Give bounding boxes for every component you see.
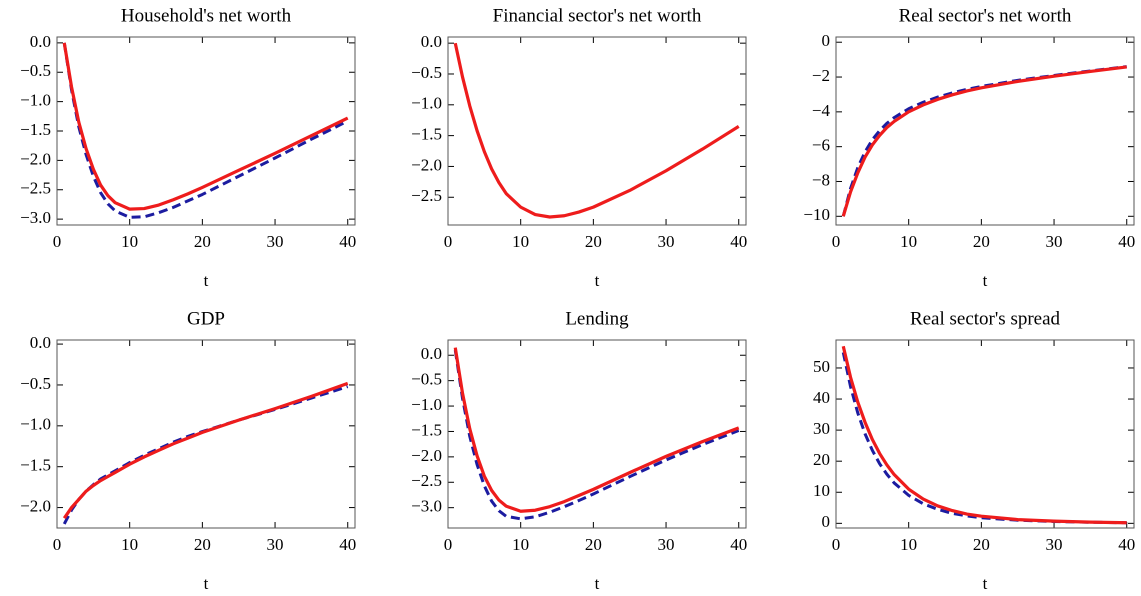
- chart-title: Real sector's spread: [910, 308, 1061, 329]
- series-line: [841, 65, 1127, 217]
- x-axis-label: t: [204, 271, 209, 290]
- x-tick-label: 10: [121, 535, 138, 554]
- x-tick-label: 30: [1046, 232, 1063, 251]
- x-tick-label: 20: [973, 232, 990, 251]
- x-tick-label: 30: [267, 232, 284, 251]
- y-tick-label: 40: [813, 388, 830, 407]
- y-tick-label: −3.0: [20, 208, 51, 227]
- y-tick-label: −1.5: [20, 456, 51, 475]
- series-line: [62, 381, 349, 520]
- y-tick-label: 0.0: [30, 333, 51, 352]
- x-tick-label: 40: [1118, 535, 1135, 554]
- y-tick-label: −2.0: [20, 149, 51, 168]
- x-tick-label: 40: [339, 232, 356, 251]
- y-tick-label: −1.5: [411, 420, 442, 439]
- y-tick-label: −4: [812, 101, 831, 120]
- plot-frame: [56, 36, 356, 226]
- x-tick-label: 30: [658, 232, 675, 251]
- y-tick-label: 0: [822, 31, 831, 50]
- y-tick-label: 0: [822, 512, 831, 531]
- y-tick-label: −1.5: [20, 120, 51, 139]
- y-tick-label: 20: [813, 450, 830, 469]
- x-tick-label: 30: [658, 535, 675, 554]
- series-line: [62, 42, 349, 219]
- y-tick-label: 0.0: [30, 32, 51, 51]
- y-tick-label: 10: [813, 481, 830, 500]
- x-tick-label: 40: [730, 232, 747, 251]
- x-tick-label: 0: [444, 232, 453, 251]
- chart-title: Financial sector's net worth: [493, 5, 702, 26]
- series-line: [62, 42, 349, 211]
- x-tick-label: 30: [1046, 535, 1063, 554]
- y-tick-label: −1.0: [20, 91, 51, 110]
- x-tick-label: 10: [512, 535, 529, 554]
- y-tick-label: 0.0: [421, 32, 442, 51]
- x-tick-label: 40: [339, 535, 356, 554]
- chart-title: Real sector's net worth: [899, 5, 1072, 26]
- y-tick-label: −2.5: [411, 471, 442, 490]
- y-tick-label: 30: [813, 419, 830, 438]
- y-tick-label: −1.5: [411, 125, 442, 144]
- x-axis-label: t: [595, 271, 600, 290]
- y-tick-label: −2.0: [411, 155, 442, 174]
- x-tick-label: 10: [900, 535, 917, 554]
- series-line: [453, 349, 740, 521]
- x-tick-label: 20: [585, 232, 602, 251]
- chart-title: GDP: [187, 308, 225, 329]
- y-tick-label: −0.5: [411, 63, 442, 82]
- x-tick-label: 0: [832, 232, 841, 251]
- x-tick-label: 0: [53, 232, 62, 251]
- y-tick-label: −0.5: [20, 374, 51, 393]
- y-tick-label: −2.0: [20, 496, 51, 515]
- series-line: [841, 345, 1127, 525]
- plot-frame: [835, 36, 1135, 226]
- x-tick-label: 20: [194, 232, 211, 251]
- chart-title: Lending: [565, 308, 629, 329]
- y-tick-label: −0.5: [411, 370, 442, 389]
- y-tick-label: −3.0: [411, 497, 442, 516]
- y-tick-label: −2.0: [411, 446, 442, 465]
- x-tick-label: 20: [973, 535, 990, 554]
- x-tick-label: 20: [585, 535, 602, 554]
- x-tick-label: 10: [512, 232, 529, 251]
- series-line: [841, 65, 1127, 217]
- y-tick-label: −6: [812, 136, 830, 155]
- y-tick-label: −1.0: [411, 395, 442, 414]
- y-tick-label: −2.5: [20, 179, 51, 198]
- plot-frame: [835, 339, 1135, 529]
- x-tick-label: 10: [121, 232, 138, 251]
- y-tick-label: −8: [812, 170, 830, 189]
- x-tick-label: 40: [1118, 232, 1135, 251]
- chart-title: Household's net worth: [121, 5, 292, 26]
- y-tick-label: −0.5: [20, 61, 51, 80]
- y-tick-label: −1.0: [20, 415, 51, 434]
- plot-frame: [56, 339, 356, 529]
- y-tick-label: −2.5: [411, 186, 442, 205]
- x-tick-label: 40: [730, 535, 747, 554]
- series-line: [453, 347, 740, 513]
- x-axis-label: t: [204, 574, 209, 593]
- y-tick-label: −10: [803, 205, 830, 224]
- x-axis-label: t: [595, 574, 600, 593]
- x-tick-label: 0: [53, 535, 62, 554]
- x-axis-label: t: [983, 271, 988, 290]
- y-tick-label: −2: [812, 66, 830, 85]
- series-line: [453, 42, 740, 219]
- x-tick-label: 20: [194, 535, 211, 554]
- y-tick-label: −1.0: [411, 94, 442, 113]
- plot-frame: [447, 36, 747, 226]
- x-axis-label: t: [983, 574, 988, 593]
- x-tick-label: 30: [267, 535, 284, 554]
- y-tick-label: 50: [813, 357, 830, 376]
- x-tick-label: 0: [832, 535, 841, 554]
- series-line: [62, 385, 349, 525]
- x-tick-label: 10: [900, 232, 917, 251]
- plot-frame: [447, 339, 747, 529]
- series-line: [841, 352, 1127, 525]
- y-tick-label: 0.0: [421, 344, 442, 363]
- x-tick-label: 0: [444, 535, 453, 554]
